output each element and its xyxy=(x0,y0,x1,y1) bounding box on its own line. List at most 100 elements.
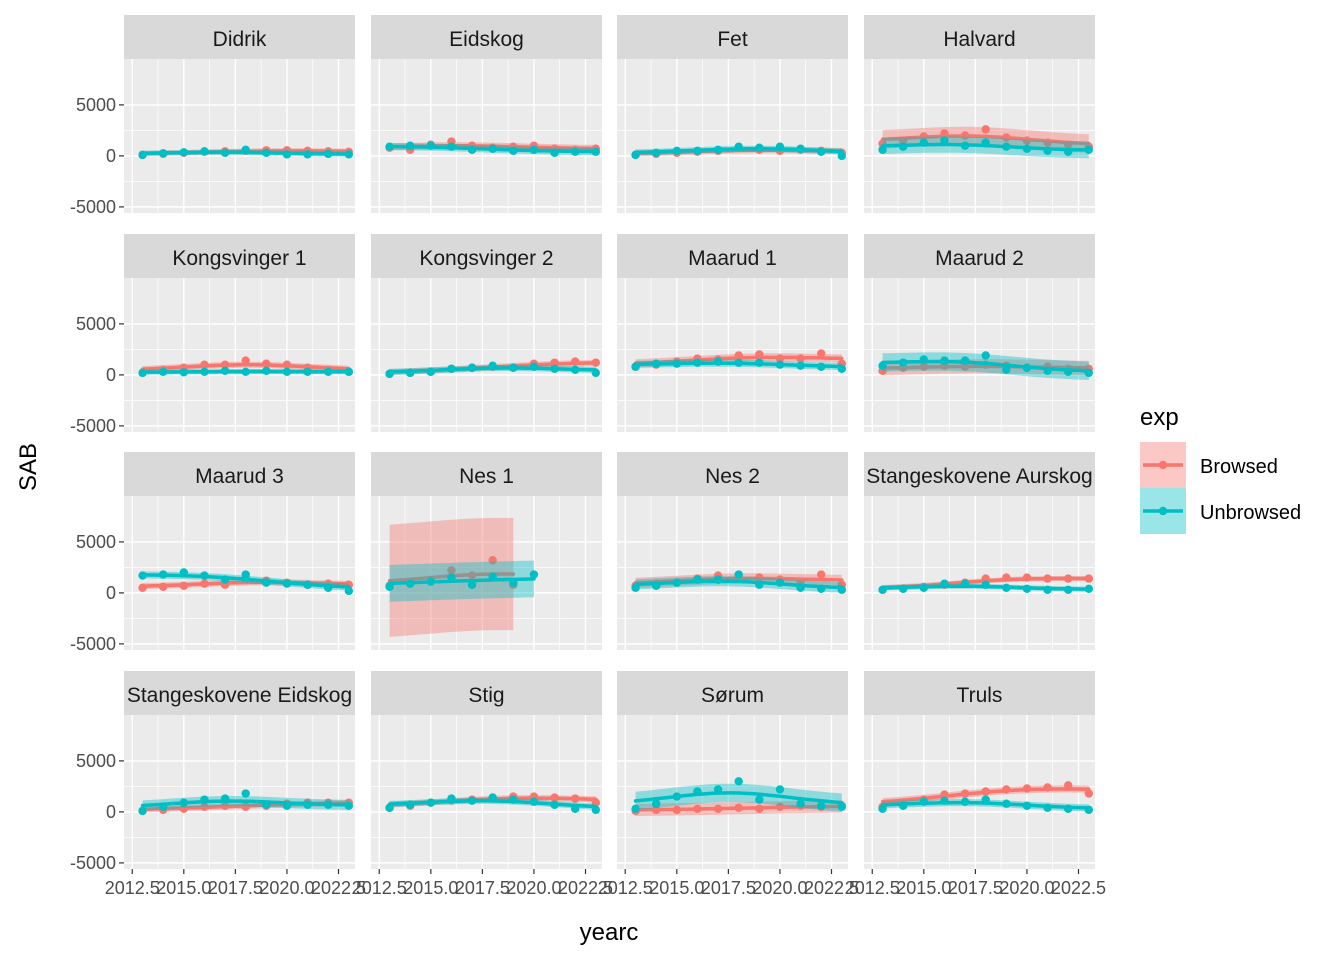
data-point-unbrowsed xyxy=(734,358,743,367)
y-tick-label: -5000 xyxy=(70,416,116,436)
legend: exp Browsed Unbrowsed xyxy=(1140,404,1301,534)
facet-panel: Kongsvinger 1 xyxy=(124,234,355,432)
data-point-unbrowsed xyxy=(405,800,415,809)
data-point-unbrowsed xyxy=(878,361,887,370)
legend-key-unbrowsed: Unbrowsed xyxy=(1140,488,1301,534)
data-point-unbrowsed xyxy=(426,367,436,377)
facet-panel: Nes 2 xyxy=(617,452,848,650)
trend-line-browsed xyxy=(140,580,351,588)
x-tick-label: 2015.0 xyxy=(896,878,951,898)
panel-series xyxy=(385,357,601,379)
data-point-unbrowsed xyxy=(138,368,147,378)
facet-panel: Stig xyxy=(371,671,602,869)
facet-strip-label: Maarud 3 xyxy=(195,465,284,488)
data-point-unbrowsed xyxy=(405,141,415,150)
data-point-unbrowsed xyxy=(303,150,312,159)
panel-background xyxy=(371,59,602,213)
data-point-unbrowsed xyxy=(837,151,847,161)
trend-line-unbrowsed xyxy=(140,573,351,589)
data-point-unbrowsed xyxy=(837,364,847,373)
x-tick-label: 2022.5 xyxy=(311,878,366,898)
data-point-unbrowsed xyxy=(1002,142,1011,151)
data-point-browsed xyxy=(1084,574,1094,583)
data-point-unbrowsed xyxy=(344,801,354,810)
data-point-browsed xyxy=(981,125,990,134)
data-point-unbrowsed xyxy=(981,351,990,360)
data-point-unbrowsed xyxy=(816,584,826,594)
data-point-unbrowsed xyxy=(1002,799,1011,808)
facet-strip-label: Stangeskovene Aurskog xyxy=(866,465,1093,488)
data-point-unbrowsed xyxy=(1002,583,1011,592)
data-point-browsed xyxy=(591,358,601,367)
panel-series xyxy=(878,781,1094,815)
data-point-unbrowsed xyxy=(734,570,743,579)
facet-strip xyxy=(371,671,602,715)
data-point-unbrowsed xyxy=(323,583,333,592)
data-point-unbrowsed xyxy=(1063,585,1073,595)
data-point-unbrowsed xyxy=(919,138,929,147)
facet-panel: Truls xyxy=(864,671,1095,869)
data-point-browsed xyxy=(158,582,168,591)
data-point-unbrowsed xyxy=(303,367,312,377)
facet-panel: Eidskog xyxy=(371,15,602,213)
data-point-unbrowsed xyxy=(282,367,292,377)
data-point-unbrowsed xyxy=(262,578,271,587)
data-point-browsed xyxy=(940,790,949,799)
data-point-unbrowsed xyxy=(282,801,292,810)
x-tick-label: 2020.0 xyxy=(506,878,561,898)
data-point-unbrowsed xyxy=(220,148,230,158)
panel-grid xyxy=(371,278,602,432)
data-point-browsed xyxy=(940,129,949,138)
data-point-browsed xyxy=(241,356,250,365)
data-point-browsed xyxy=(713,804,723,814)
data-point-browsed xyxy=(1002,133,1011,142)
y-axis-title: SAB xyxy=(15,443,42,491)
data-point-browsed xyxy=(734,803,743,813)
facet-strip xyxy=(864,671,1095,715)
facet-strip-label: Sørum xyxy=(701,684,764,707)
data-point-browsed xyxy=(816,570,826,579)
facet-strip-label: Stig xyxy=(468,684,504,707)
data-point-browsed xyxy=(672,805,682,815)
data-point-unbrowsed xyxy=(713,575,723,584)
facet-panel: Stangeskovene Aurskog xyxy=(864,452,1095,650)
data-point-unbrowsed xyxy=(796,361,805,370)
data-point-unbrowsed xyxy=(960,797,970,806)
facet-panel: Maarud 3 xyxy=(124,452,355,650)
facet-panel: Halvard xyxy=(864,15,1095,213)
data-point-unbrowsed xyxy=(344,150,354,159)
data-point-unbrowsed xyxy=(1022,801,1032,810)
y-tick-label: 0 xyxy=(106,802,116,822)
data-point-browsed xyxy=(1002,785,1011,794)
data-point-browsed xyxy=(1022,136,1032,145)
data-point-unbrowsed xyxy=(960,141,970,150)
x-tick-label: 2017.5 xyxy=(701,878,756,898)
data-point-browsed xyxy=(919,362,929,371)
data-point-unbrowsed xyxy=(713,357,723,366)
data-point-unbrowsed xyxy=(981,795,990,804)
data-point-unbrowsed xyxy=(447,142,456,151)
confidence-band-unbrowsed xyxy=(142,795,349,811)
data-point-browsed xyxy=(200,360,209,369)
data-point-unbrowsed xyxy=(509,578,518,587)
data-point-unbrowsed xyxy=(241,789,250,798)
data-point-unbrowsed xyxy=(467,363,477,372)
facet-strip xyxy=(617,234,848,278)
data-point-unbrowsed xyxy=(898,801,908,810)
data-point-unbrowsed xyxy=(488,361,497,370)
confidence-band-unbrowsed xyxy=(635,783,842,812)
data-point-unbrowsed xyxy=(467,796,477,805)
data-point-unbrowsed xyxy=(344,367,354,377)
data-point-unbrowsed xyxy=(651,581,661,590)
facet-strip-label: Nes 2 xyxy=(705,465,760,488)
data-point-browsed xyxy=(775,354,785,363)
data-point-browsed xyxy=(981,574,990,583)
panel-grid xyxy=(371,59,602,213)
y-tick-label: 0 xyxy=(106,146,116,166)
panel-grid xyxy=(124,278,355,432)
x-tick-label: 2012.5 xyxy=(598,878,653,898)
data-point-unbrowsed xyxy=(488,572,497,581)
data-point-unbrowsed xyxy=(262,148,271,158)
data-point-unbrowsed xyxy=(940,356,949,365)
